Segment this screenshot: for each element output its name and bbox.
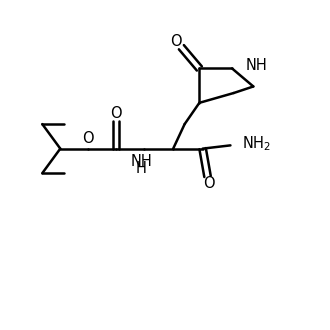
Text: NH: NH bbox=[130, 153, 152, 169]
Text: O: O bbox=[170, 34, 181, 49]
Text: NH: NH bbox=[246, 58, 268, 73]
Text: NH$_2$: NH$_2$ bbox=[242, 134, 271, 153]
Text: H: H bbox=[136, 161, 147, 177]
Text: O: O bbox=[110, 106, 122, 121]
Text: O: O bbox=[82, 131, 94, 146]
Text: O: O bbox=[203, 176, 215, 191]
